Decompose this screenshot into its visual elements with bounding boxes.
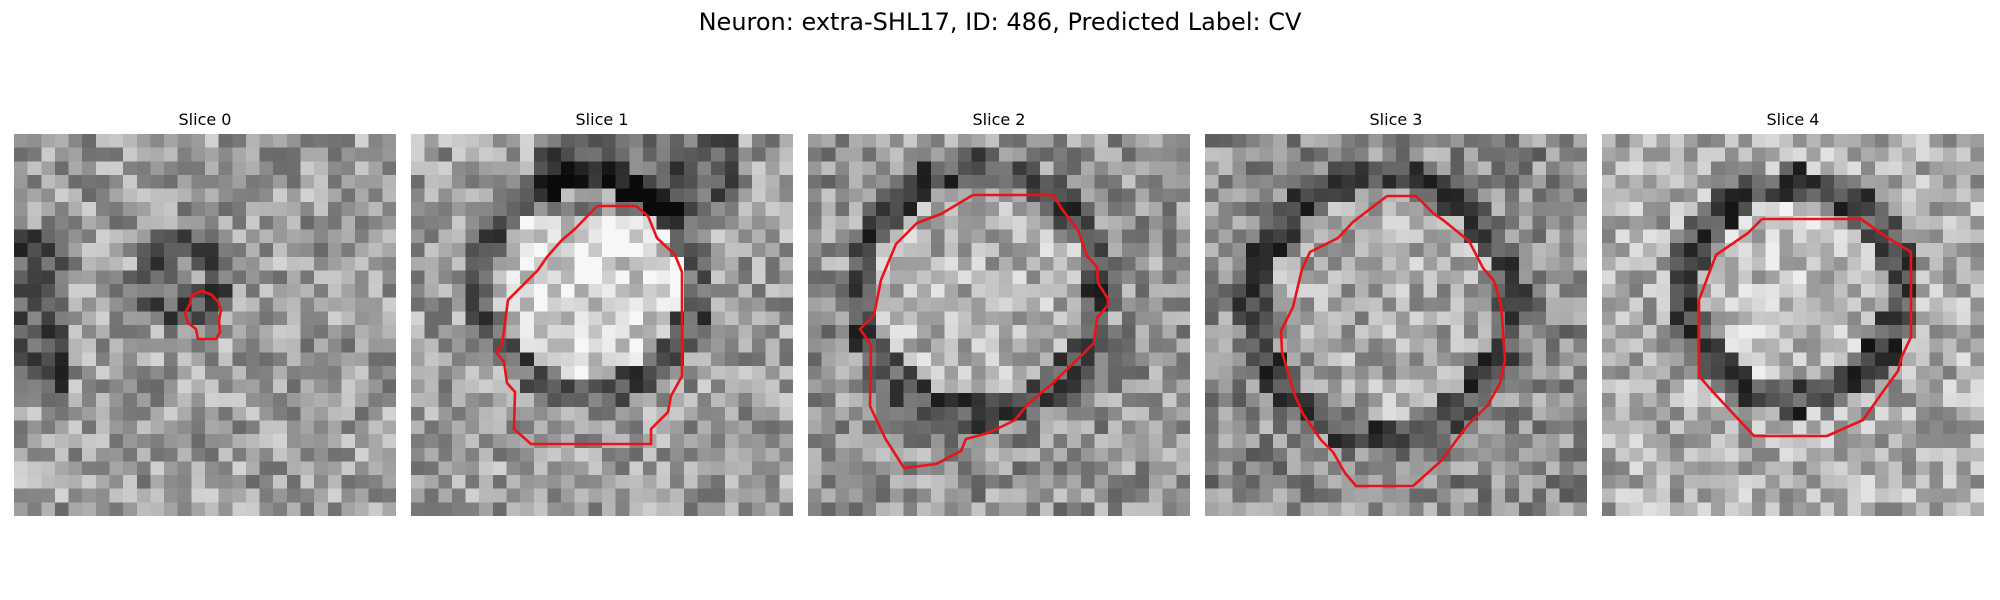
- grayscale-patch: [1205, 134, 1587, 516]
- slice-title: Slice 3: [1369, 110, 1423, 129]
- segmentation-contour: [1697, 217, 1913, 438]
- slice-title: Slice 2: [972, 110, 1026, 129]
- grayscale-patch: [808, 134, 1190, 516]
- segmentation-contour: [1279, 194, 1507, 488]
- grayscale-patch: [14, 134, 396, 516]
- slice-title: Slice 0: [178, 110, 232, 129]
- grayscale-patch: [411, 134, 793, 516]
- slice-image: [808, 134, 1190, 516]
- segmentation-contour: [183, 289, 223, 341]
- slice-panel-1: Slice 1: [411, 108, 793, 518]
- figure-title: Neuron: extra-SHL17, ID: 486, Predicted …: [698, 8, 1302, 36]
- slice-panel-4: Slice 4: [1602, 108, 1984, 518]
- segmentation-contour: [858, 193, 1110, 470]
- slice-panel-0: Slice 0: [14, 108, 396, 518]
- slice-image: [1205, 134, 1587, 516]
- slice-panel-3: Slice 3: [1205, 108, 1587, 518]
- slice-panel-2: Slice 2: [808, 108, 1190, 518]
- slice-image: [1602, 134, 1984, 516]
- slice-title: Slice 4: [1766, 110, 1820, 129]
- slice-title: Slice 1: [575, 110, 629, 129]
- grayscale-patch: [1602, 134, 1984, 516]
- segmentation-contour: [494, 204, 684, 446]
- slice-image: [14, 134, 396, 516]
- slice-image: [411, 134, 793, 516]
